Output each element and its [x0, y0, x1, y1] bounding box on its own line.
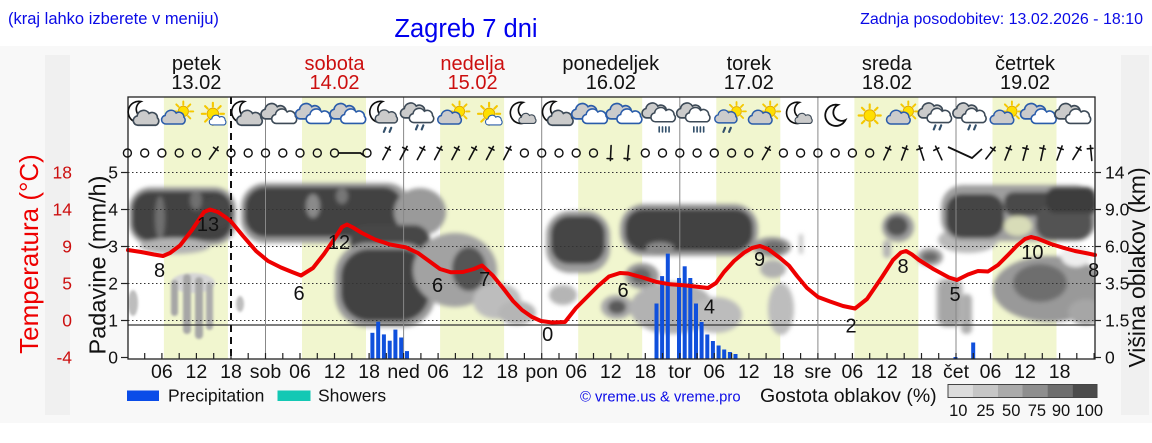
svg-text:90: 90	[1052, 402, 1070, 420]
svg-text:Padavine (mm/h): Padavine (mm/h)	[85, 176, 111, 355]
svg-text:12: 12	[738, 361, 760, 383]
svg-text:4: 4	[704, 297, 715, 319]
svg-text:06: 06	[151, 361, 173, 383]
svg-text:nedelja: nedelja	[440, 53, 505, 75]
svg-text:-4: -4	[56, 348, 72, 368]
svg-text:12: 12	[1014, 361, 1036, 383]
svg-text:06: 06	[703, 361, 725, 383]
svg-text:3: 3	[108, 237, 118, 257]
svg-text:6.0: 6.0	[1105, 237, 1130, 257]
svg-text:06: 06	[842, 361, 864, 383]
svg-text:18: 18	[634, 361, 656, 383]
svg-text:10: 10	[1021, 242, 1043, 264]
svg-text:Višina oblakov (km): Višina oblakov (km)	[1124, 167, 1150, 367]
svg-text:18.02: 18.02	[862, 72, 912, 94]
svg-text:8: 8	[1088, 260, 1099, 282]
svg-text:sreda: sreda	[862, 53, 913, 75]
svg-text:06: 06	[980, 361, 1002, 383]
svg-text:petek: petek	[172, 53, 222, 75]
svg-text:9.0: 9.0	[1105, 200, 1130, 220]
svg-text:75: 75	[1028, 402, 1046, 420]
svg-text:18: 18	[220, 361, 242, 383]
svg-text:06: 06	[565, 361, 587, 383]
svg-text:ponedeljek: ponedeljek	[562, 53, 660, 75]
svg-text:15.02: 15.02	[448, 72, 498, 94]
svg-text:6: 6	[293, 283, 304, 305]
svg-text:9: 9	[62, 237, 72, 257]
svg-text:5: 5	[108, 163, 118, 183]
svg-text:18: 18	[53, 163, 72, 183]
svg-text:12: 12	[186, 361, 208, 383]
svg-text:Gostota oblakov (%): Gostota oblakov (%)	[760, 385, 937, 407]
svg-text:12: 12	[600, 361, 622, 383]
svg-text:100: 100	[1076, 402, 1104, 420]
svg-text:19.02: 19.02	[1000, 72, 1050, 94]
svg-text:6: 6	[617, 280, 628, 302]
svg-text:14.02: 14.02	[309, 72, 359, 94]
svg-text:8: 8	[897, 256, 908, 278]
svg-text:13: 13	[197, 214, 219, 236]
svg-text:Zadnja posodobitev: 13.02.2026: Zadnja posodobitev: 13.02.2026 - 18:10	[860, 11, 1143, 28]
svg-text:0: 0	[1105, 348, 1115, 368]
svg-text:14: 14	[53, 200, 73, 220]
svg-text:0: 0	[108, 348, 118, 368]
svg-text:5: 5	[62, 274, 72, 294]
svg-text:3.5: 3.5	[1105, 274, 1129, 294]
svg-text:sob: sob	[250, 361, 282, 383]
svg-text:1.5: 1.5	[1105, 311, 1129, 331]
svg-text:sre: sre	[804, 361, 831, 383]
svg-text:18: 18	[496, 361, 518, 383]
svg-text:18: 18	[773, 361, 795, 383]
svg-text:50: 50	[1002, 402, 1020, 420]
svg-text:čet: čet	[943, 361, 970, 383]
svg-text:7: 7	[479, 269, 490, 291]
svg-text:12: 12	[876, 361, 898, 383]
svg-text:10: 10	[949, 402, 967, 420]
svg-text:8: 8	[154, 260, 165, 282]
svg-text:18: 18	[1049, 361, 1071, 383]
svg-text:12: 12	[324, 361, 346, 383]
svg-text:12: 12	[328, 232, 350, 254]
svg-text:13.02: 13.02	[171, 72, 221, 94]
svg-text:0: 0	[62, 311, 72, 331]
svg-text:25: 25	[976, 402, 994, 420]
svg-text:sobota: sobota	[304, 53, 365, 75]
svg-text:6: 6	[432, 275, 443, 297]
svg-text:06: 06	[427, 361, 449, 383]
svg-text:2: 2	[845, 316, 856, 338]
svg-text:Zagreb 7 dni: Zagreb 7 dni	[394, 15, 537, 43]
svg-text:5: 5	[949, 284, 960, 306]
svg-text:14: 14	[1105, 163, 1125, 183]
svg-text:Temperatura (°C): Temperatura (°C)	[14, 154, 44, 354]
svg-text:(kraj lahko izberete v meniju): (kraj lahko izberete v meniju)	[8, 10, 219, 28]
svg-text:0: 0	[542, 324, 553, 346]
svg-text:Showers: Showers	[318, 386, 386, 406]
svg-text:16.02: 16.02	[586, 72, 636, 94]
svg-text:ned: ned	[387, 361, 420, 383]
svg-text:Precipitation: Precipitation	[168, 386, 264, 406]
svg-text:06: 06	[289, 361, 311, 383]
svg-text:© vreme.us & vreme.pro: © vreme.us & vreme.pro	[580, 390, 741, 406]
svg-text:pon: pon	[525, 361, 558, 383]
svg-text:18: 18	[911, 361, 933, 383]
svg-text:18: 18	[358, 361, 380, 383]
svg-text:12: 12	[462, 361, 484, 383]
svg-text:17.02: 17.02	[724, 72, 774, 94]
svg-text:tor: tor	[668, 361, 691, 383]
svg-text:9: 9	[754, 249, 765, 271]
svg-text:4: 4	[108, 200, 118, 220]
svg-text:1: 1	[108, 311, 118, 331]
svg-text:torek: torek	[727, 53, 772, 75]
svg-text:četrtek: četrtek	[995, 53, 1056, 75]
svg-text:2: 2	[108, 274, 118, 294]
